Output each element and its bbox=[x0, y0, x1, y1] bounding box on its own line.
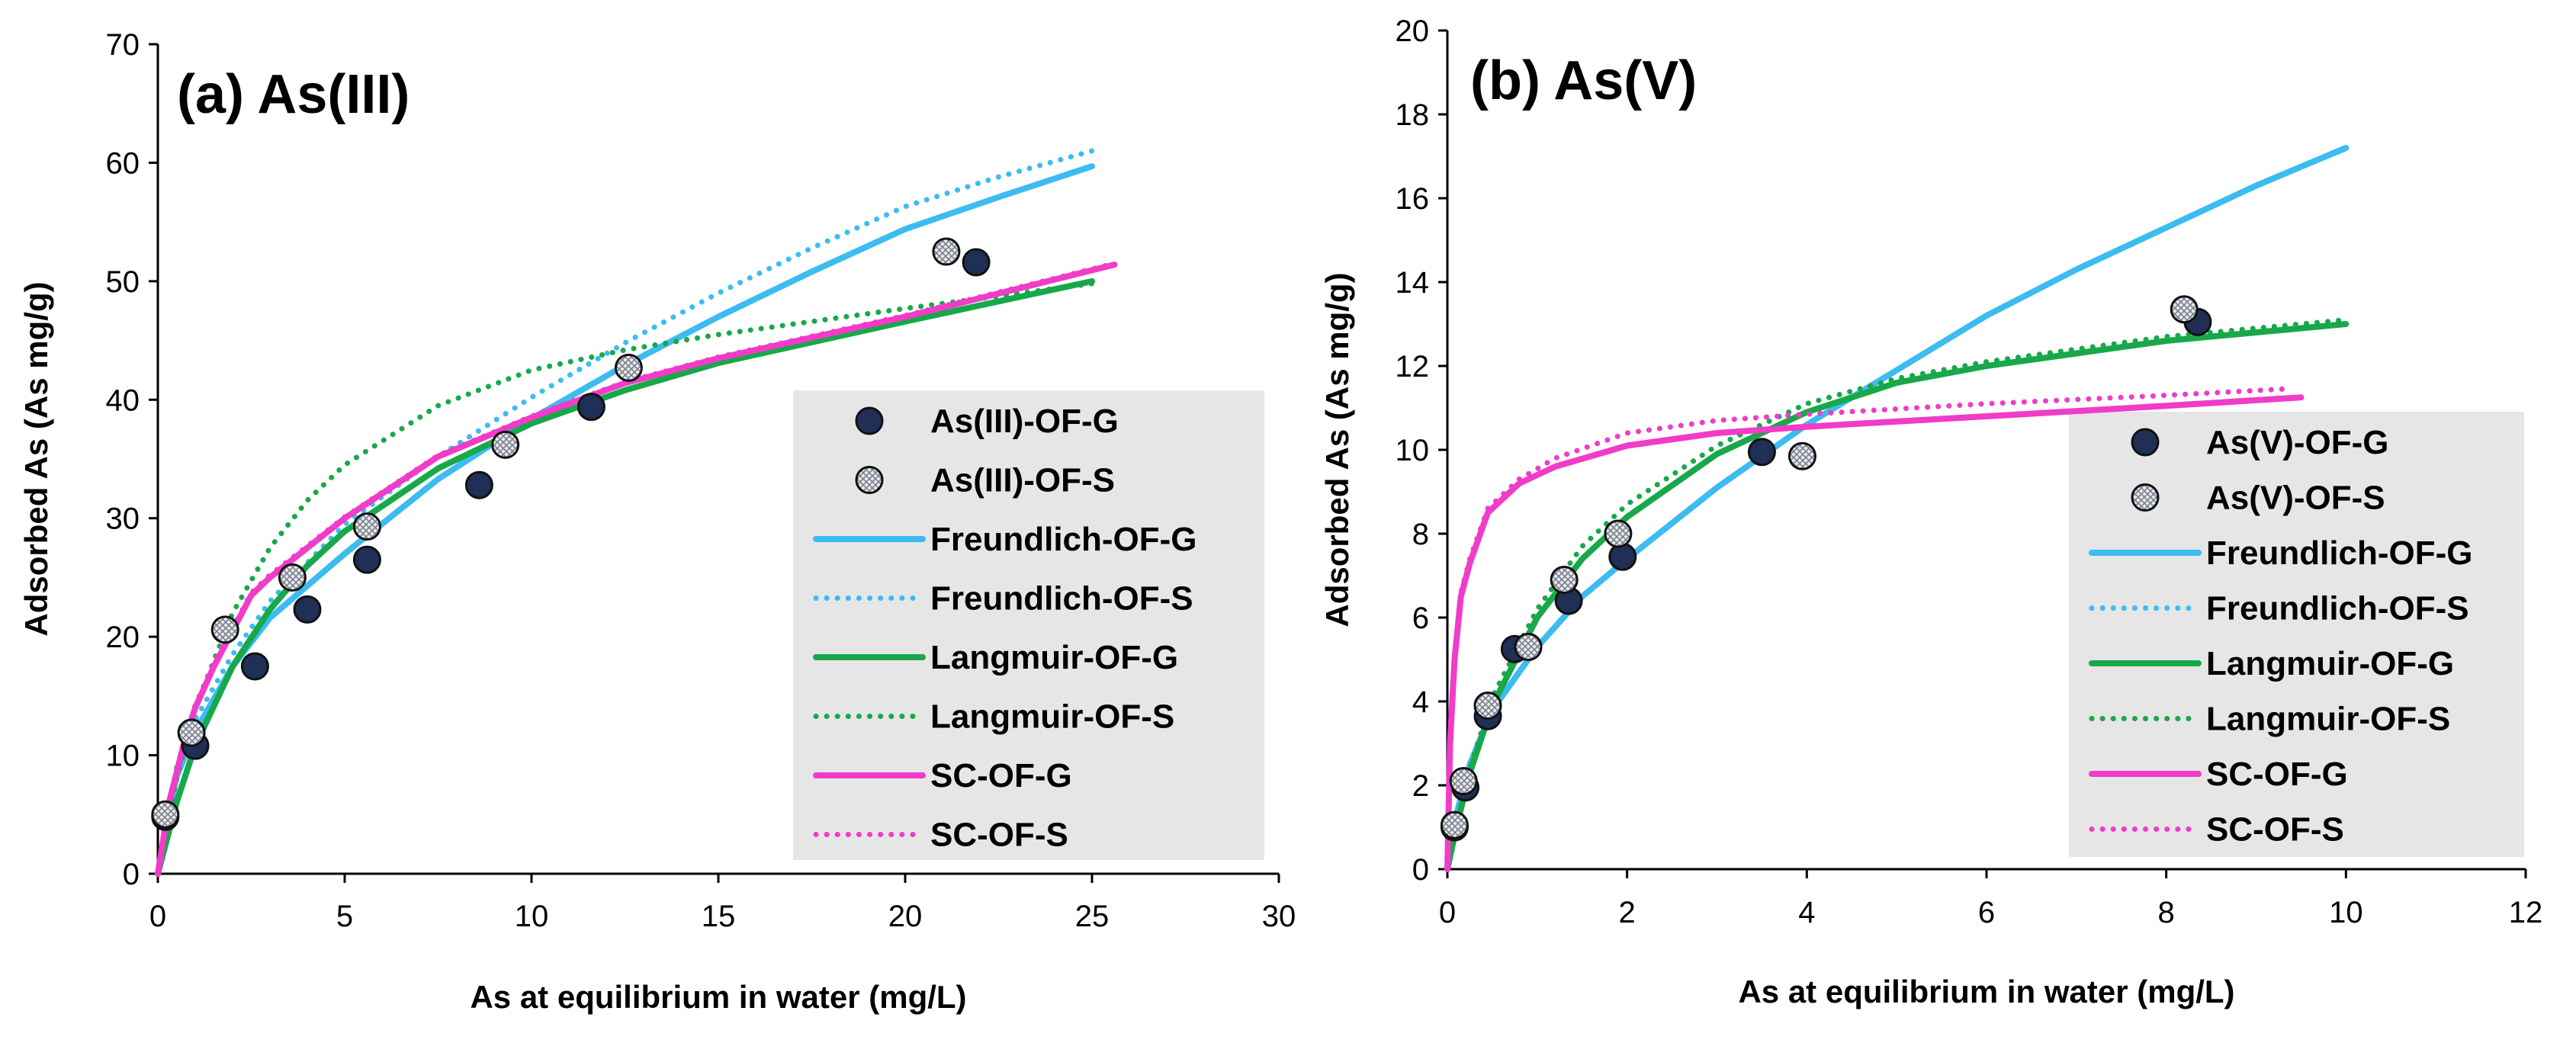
b-y-tick-label: 0 bbox=[1412, 853, 1429, 887]
b-y-tick-label: 2 bbox=[1412, 769, 1429, 803]
b-legend-marker-as-v-of-g bbox=[2131, 428, 2160, 457]
b-point-as-v-of-s bbox=[2170, 295, 2199, 324]
b-y-tick-label: 4 bbox=[1412, 685, 1429, 719]
b-legend-label-as-v-of-s: As(V)-OF-S bbox=[2206, 480, 2385, 517]
a-y-tick-label: 0 bbox=[123, 858, 140, 891]
a-y-tick-label: 10 bbox=[106, 740, 140, 773]
a-x-tick-label: 25 bbox=[1075, 900, 1110, 933]
a-point-as-iii-of-g bbox=[240, 652, 269, 681]
b-series-langmuir-of-s bbox=[1444, 317, 2349, 872]
a-legend-label-freundlich-of-s: Freundlich-OF-S bbox=[930, 580, 1193, 618]
a-point-as-iii-of-s bbox=[278, 563, 307, 592]
a-y-tick-label: 70 bbox=[106, 28, 140, 62]
b-x-tick-label: 2 bbox=[1619, 896, 1636, 929]
b-point-as-v-of-s bbox=[1787, 441, 1816, 470]
a-x-tick-label: 20 bbox=[888, 900, 923, 933]
a-x-axis-title: As at equilibrium in water (mg/L) bbox=[470, 979, 966, 1015]
a-point-as-iii-of-s bbox=[932, 237, 961, 266]
a-legend-label-sc-of-s: SC-OF-S bbox=[930, 817, 1068, 854]
b-y-tick-label: 8 bbox=[1412, 518, 1429, 551]
b-panel-title: (b) As(V) bbox=[1470, 50, 1697, 111]
a-point-as-iii-of-g bbox=[352, 545, 381, 574]
b-series-langmuir-of-g bbox=[1444, 321, 2350, 872]
a-legend-label-langmuir-of-g: Langmuir-OF-G bbox=[930, 639, 1178, 676]
b-x-tick-label: 10 bbox=[2329, 896, 2363, 929]
a-point-as-iii-of-g bbox=[577, 393, 605, 422]
b-x-tick-label: 0 bbox=[1439, 896, 1456, 929]
b-point-as-v-of-g bbox=[1747, 438, 1776, 467]
a-point-as-iii-of-s bbox=[151, 800, 180, 829]
a-x-tick-label: 0 bbox=[149, 900, 166, 933]
b-legend-marker-as-v-of-s bbox=[2131, 483, 2160, 512]
a-y-tick-label: 60 bbox=[106, 146, 140, 180]
b-legend-label-langmuir-of-s: Langmuir-OF-S bbox=[2206, 701, 2450, 738]
b-point-as-v-of-s bbox=[1449, 767, 1478, 795]
a-legend-label-langmuir-of-s: Langmuir-OF-S bbox=[930, 698, 1174, 736]
a-legend-marker-as-iii-of-g bbox=[855, 406, 884, 435]
a-point-as-iii-of-g bbox=[293, 595, 322, 624]
b-y-tick-label: 16 bbox=[1396, 182, 1430, 216]
b-y-tick-label: 18 bbox=[1396, 98, 1430, 132]
a-point-as-iii-of-g bbox=[962, 248, 991, 277]
b-x-tick-label: 12 bbox=[2509, 896, 2543, 929]
b-legend-label-freundlich-of-g: Freundlich-OF-G bbox=[2206, 534, 2473, 572]
panel-b-chart: 0 2 4 6 8 10 12 14 16 18 20 0 2 4 6 8 10 12 As at equilibr… bbox=[1319, 14, 2542, 1009]
panel-a-chart: 0 10 20 30 40 50 60 70 0 5 10 15 20 25 30 As at equilib… bbox=[18, 28, 1296, 1015]
a-y-tick-label: 30 bbox=[106, 502, 140, 536]
a-legend-marker-as-iii-of-s bbox=[855, 466, 884, 494]
a-x-tick-label: 30 bbox=[1262, 900, 1296, 933]
a-y-tick-label: 50 bbox=[106, 265, 140, 299]
a-point-as-iii-of-g bbox=[464, 470, 493, 499]
b-series-sc-of-g bbox=[1444, 394, 2305, 872]
a-x-tick-label: 15 bbox=[702, 900, 736, 933]
b-series-sc-of-s bbox=[1444, 386, 2286, 872]
b-x-axis-title: As at equilibrium in water (mg/L) bbox=[1738, 974, 2234, 1009]
b-legend-label-sc-of-g: SC-OF-G bbox=[2206, 756, 2348, 793]
b-point-as-v-of-s bbox=[1550, 566, 1579, 594]
a-y-tick-label: 40 bbox=[106, 384, 140, 417]
b-y-tick-label: 12 bbox=[1396, 350, 1430, 384]
b-legend-label-freundlich-of-s: Freundlich-OF-S bbox=[2206, 590, 2469, 627]
b-x-tick-label: 4 bbox=[1798, 896, 1815, 929]
a-legend-label-as-iii-of-s: As(III)-OF-S bbox=[930, 462, 1115, 499]
b-y-tick-label: 14 bbox=[1396, 266, 1430, 300]
a-point-as-iii-of-s bbox=[210, 615, 239, 644]
a-point-as-iii-of-s bbox=[177, 718, 206, 747]
a-panel-title: (a) As(III) bbox=[177, 64, 410, 125]
a-series-freundlich-of-s bbox=[155, 148, 1095, 877]
b-y-axis-title: Adsorbed As (As mg/g) bbox=[1319, 272, 1355, 627]
b-y-tick-label: 10 bbox=[1396, 434, 1430, 467]
b-point-as-v-of-s bbox=[1604, 519, 1633, 548]
a-point-as-iii-of-s bbox=[352, 512, 381, 541]
b-point-as-v-of-s bbox=[1514, 633, 1543, 661]
a-point-as-iii-of-s bbox=[491, 430, 520, 459]
b-y-tick-label: 20 bbox=[1396, 14, 1430, 48]
b-y-tick-label: 6 bbox=[1412, 602, 1429, 635]
a-legend-label-as-iii-of-g: As(III)-OF-G bbox=[930, 403, 1119, 440]
b-legend-label-as-v-of-g: As(V)-OF-G bbox=[2206, 424, 2389, 461]
a-legend-label-sc-of-g: SC-OF-G bbox=[930, 757, 1072, 794]
b-x-tick-label: 6 bbox=[1978, 896, 1995, 929]
b-legend-label-langmuir-of-g: Langmuir-OF-G bbox=[2206, 645, 2454, 682]
b-x-tick-label: 8 bbox=[2158, 896, 2175, 929]
a-legend-label-freundlich-of-g: Freundlich-OF-G bbox=[930, 521, 1197, 558]
a-y-tick-label: 20 bbox=[106, 621, 140, 654]
b-point-as-v-of-s bbox=[1473, 692, 1502, 720]
a-x-tick-label: 10 bbox=[515, 900, 549, 933]
b-point-as-v-of-g bbox=[1608, 542, 1637, 571]
a-x-tick-label: 5 bbox=[336, 900, 353, 933]
a-y-axis-title: Adsorbed As (As mg/g) bbox=[18, 281, 54, 636]
b-point-as-v-of-s bbox=[1440, 810, 1469, 839]
b-legend-label-sc-of-s: SC-OF-S bbox=[2206, 811, 2344, 849]
a-point-as-iii-of-s bbox=[614, 353, 643, 382]
